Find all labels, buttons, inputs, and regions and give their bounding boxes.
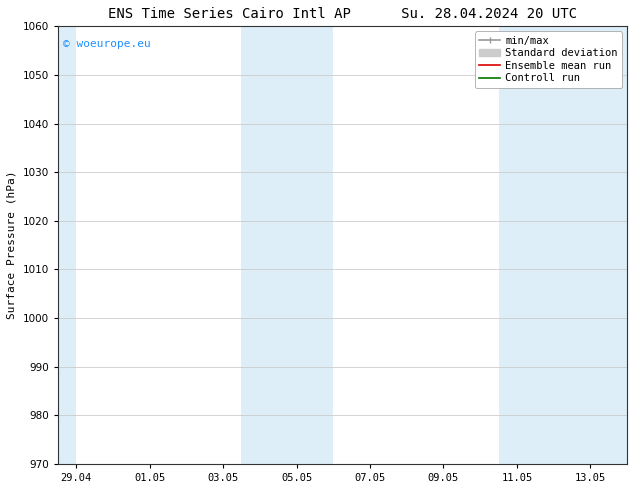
Legend: min/max, Standard deviation, Ensemble mean run, Controll run: min/max, Standard deviation, Ensemble me… <box>475 31 622 88</box>
Bar <box>58 26 76 464</box>
Title: ENS Time Series Cairo Intl AP      Su. 28.04.2024 20 UTC: ENS Time Series Cairo Intl AP Su. 28.04.… <box>108 7 577 21</box>
Text: © woeurope.eu: © woeurope.eu <box>63 39 152 49</box>
Bar <box>242 26 333 464</box>
Bar <box>498 26 627 464</box>
Y-axis label: Surface Pressure (hPa): Surface Pressure (hPa) <box>7 171 17 319</box>
